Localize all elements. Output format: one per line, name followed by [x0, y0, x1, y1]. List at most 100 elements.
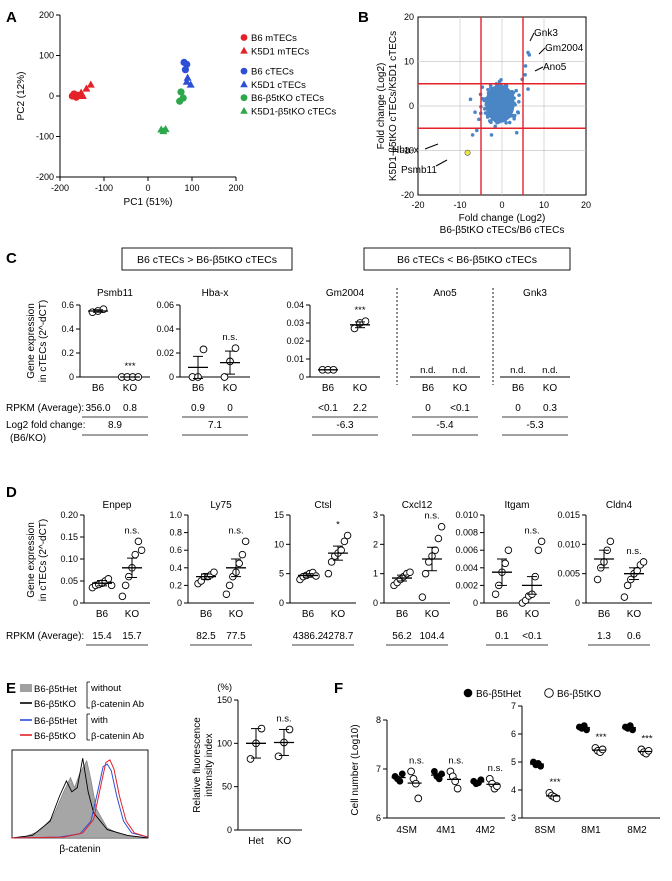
- panel-a-legend-label: B6 cTECs: [251, 67, 294, 78]
- panel-f-plot-1-het-point: [398, 770, 406, 778]
- panel-d-cxcl12-point: [437, 522, 446, 531]
- panel-b-label-leader: [534, 66, 544, 72]
- panel-e-significance: n.s.: [276, 713, 291, 724]
- panel-b-gene-dot: [506, 103, 510, 108]
- panel-d-ctsl-group-b6: B6: [302, 609, 315, 620]
- panel-c-gm2004-y-tick-label: 0.04: [286, 300, 304, 310]
- panel-c-ano5-log2fc: -5.4: [436, 420, 454, 431]
- panel-d-enpep-y-tick-label: 0.10: [60, 554, 78, 564]
- panel-b-y-tick-label: 0: [409, 101, 414, 111]
- panel-d-cxcl12-point: [421, 569, 430, 578]
- panel-a-legend-marker: [240, 107, 248, 114]
- panel-d-plots: Gene expressionin cTECs (2^-dCT) Enpep 0.2…: [6, 500, 652, 646]
- panel-b-gene-dot: [473, 110, 477, 114]
- panel-f-plot-1-ko-point: [407, 767, 415, 776]
- panel-b-gene-dot: [510, 93, 515, 97]
- panel-c-gnk3-group-b6: B6: [512, 383, 525, 394]
- panel-c-gm2004-log2fc: -6.3: [336, 420, 354, 431]
- panel-d-cldn4-title: Cldn4: [606, 500, 633, 511]
- panel-b-gene-dot: [507, 99, 512, 103]
- panel-a-point: [182, 77, 191, 85]
- panel-b-gene-dot: [492, 105, 496, 109]
- panel-c-psmb11-group-ko: KO: [123, 383, 138, 394]
- panel-e-legend-label: B6-β5tHet: [34, 716, 77, 727]
- panel-f-plot-2-y-tick-label: 4: [511, 785, 516, 795]
- panel-d-ctsl-y-tick-label: 5: [279, 569, 284, 579]
- panel-c-ano5-nd-label: n.d.: [420, 365, 436, 376]
- panel-d-enpep-title: Enpep: [103, 500, 132, 511]
- panel-c-ano5-rpkm-b6: 0: [425, 403, 431, 414]
- panel-d-ly75-significance: n.s.: [228, 525, 243, 536]
- panel-a-y-tick-label: -100: [36, 132, 54, 142]
- panel-f-legend-ko: B6-β5tKO: [557, 689, 601, 700]
- panel-d-ctsl-y-tick-label: 10: [274, 539, 284, 549]
- panel-c-hba-x-y-tick-label: 0: [169, 372, 174, 382]
- panel-d-ly75-y-tick-label: 0.4: [169, 563, 182, 573]
- panel-b-gene-dot: [507, 120, 512, 125]
- panel-c-hba-x-y-tick-label: 0.04: [156, 324, 174, 334]
- panel-c-header-2: B6 cTECs < B6-β5tKO cTECs: [397, 254, 537, 266]
- panel-a-x-tick-label: -100: [95, 183, 113, 193]
- panel-a-y-tick-label: 100: [39, 51, 54, 61]
- panel-c-hba-x-rpkm-ko: 0: [227, 403, 233, 414]
- panel-d-ly75-y-tick-label: 0.2: [169, 580, 182, 590]
- panel-e-legend-antibody: β-catenin Ab: [91, 731, 144, 742]
- panel-d-cxcl12-point: [406, 568, 414, 576]
- panel-f-plot-2-y-tick-label: 5: [511, 757, 516, 767]
- panel-b-gene-dot: [499, 112, 503, 117]
- panel-e-letter: E: [6, 680, 16, 697]
- panel-a-legend-marker: [240, 46, 248, 54]
- panel-a-point: [186, 80, 195, 88]
- panel-d-ly75-y-tick-label: 1.0: [169, 510, 182, 520]
- panel-f-plot-1-ko-point: [412, 779, 420, 788]
- panel-d-cldn4-point: [623, 581, 632, 590]
- panel-d-ly75-point: [225, 581, 234, 590]
- panel-d-itgam-point: [491, 590, 500, 598]
- panel-b-gene-dot: [495, 115, 499, 120]
- panel-a-legend-label: B6 mTECs: [251, 33, 297, 44]
- panel-a-y-tick-label: 0: [49, 91, 54, 101]
- panel-f-plot-1-significance: n.s.: [448, 755, 463, 766]
- panel-b-gene-dot: [526, 50, 530, 55]
- panel-f-plot-1-ko-point: [414, 794, 423, 803]
- panel-c-gm2004-group-ko: KO: [353, 383, 368, 394]
- panel-e-y-label: intensity index: [204, 733, 215, 796]
- panel-d-itgam-title: Itgam: [504, 500, 529, 511]
- panel-b-gene-dot: [504, 113, 508, 118]
- panel-f-plot-2-category-label: 8M2: [627, 825, 647, 836]
- panel-b-gene-dot: [489, 120, 493, 125]
- panel-e-het-point: [246, 755, 255, 763]
- panel-c-gm2004-rpkm-b6: <0.1: [318, 403, 338, 414]
- panel-b-gene-dot: [489, 133, 494, 137]
- panel-d-enpep-point: [121, 581, 130, 590]
- panel-f: F B6-β5tHet B6-β5tKO Cell number (Log10) 8 7…: [334, 680, 660, 836]
- panel-f-plot-2-significance: ***: [595, 732, 606, 743]
- panel-e-legend-bracket: [86, 681, 90, 709]
- panel-f-plot-2-y-tick-label: 3: [511, 813, 516, 823]
- panel-b-gene-dot: [486, 109, 491, 113]
- panel-e-hist-ko-no-ab: [11, 758, 149, 839]
- panel-d-cldn4-point: [606, 537, 615, 546]
- panel-e-ko-point: [274, 752, 283, 761]
- panel-d-y-label: Gene expressionin cTECs (2^-dCT): [26, 519, 49, 601]
- panel-d-ctsl-group-ko: KO: [331, 609, 346, 620]
- panel-b-label-leader: [538, 47, 546, 55]
- panel-a-letter: A: [6, 9, 17, 26]
- panel-b-gene-dot: [475, 128, 479, 133]
- panel-a-y-label: PC2 (12%): [16, 72, 27, 121]
- panel-d-cldn4-y-tick-label: 0: [575, 598, 580, 608]
- panel-c-hba-x-point: [220, 373, 229, 381]
- panel-c-row-label-rpkm: RPKM (Average):: [6, 403, 84, 414]
- panel-d-cxcl12-rpkm-ko: 104.4: [419, 631, 444, 642]
- panel-b-y-tick-label: -20: [401, 190, 414, 200]
- panel-b-gene-dot: [499, 78, 503, 82]
- panel-d-ctsl-title: Ctsl: [314, 500, 331, 511]
- panel-c-gm2004-significance: ***: [354, 305, 365, 316]
- panel-b-gene-dot: [504, 121, 508, 125]
- panel-d-itgam-y-tick-label: 0.010: [455, 510, 478, 520]
- panel-c-gnk3-rpkm-ko: 0.3: [543, 403, 557, 414]
- panel-b-x-tick-label: -10: [453, 200, 466, 210]
- panel-b-x-tick-label: 20: [581, 200, 591, 210]
- panel-e-y-label: Relative fluorescence: [192, 717, 203, 813]
